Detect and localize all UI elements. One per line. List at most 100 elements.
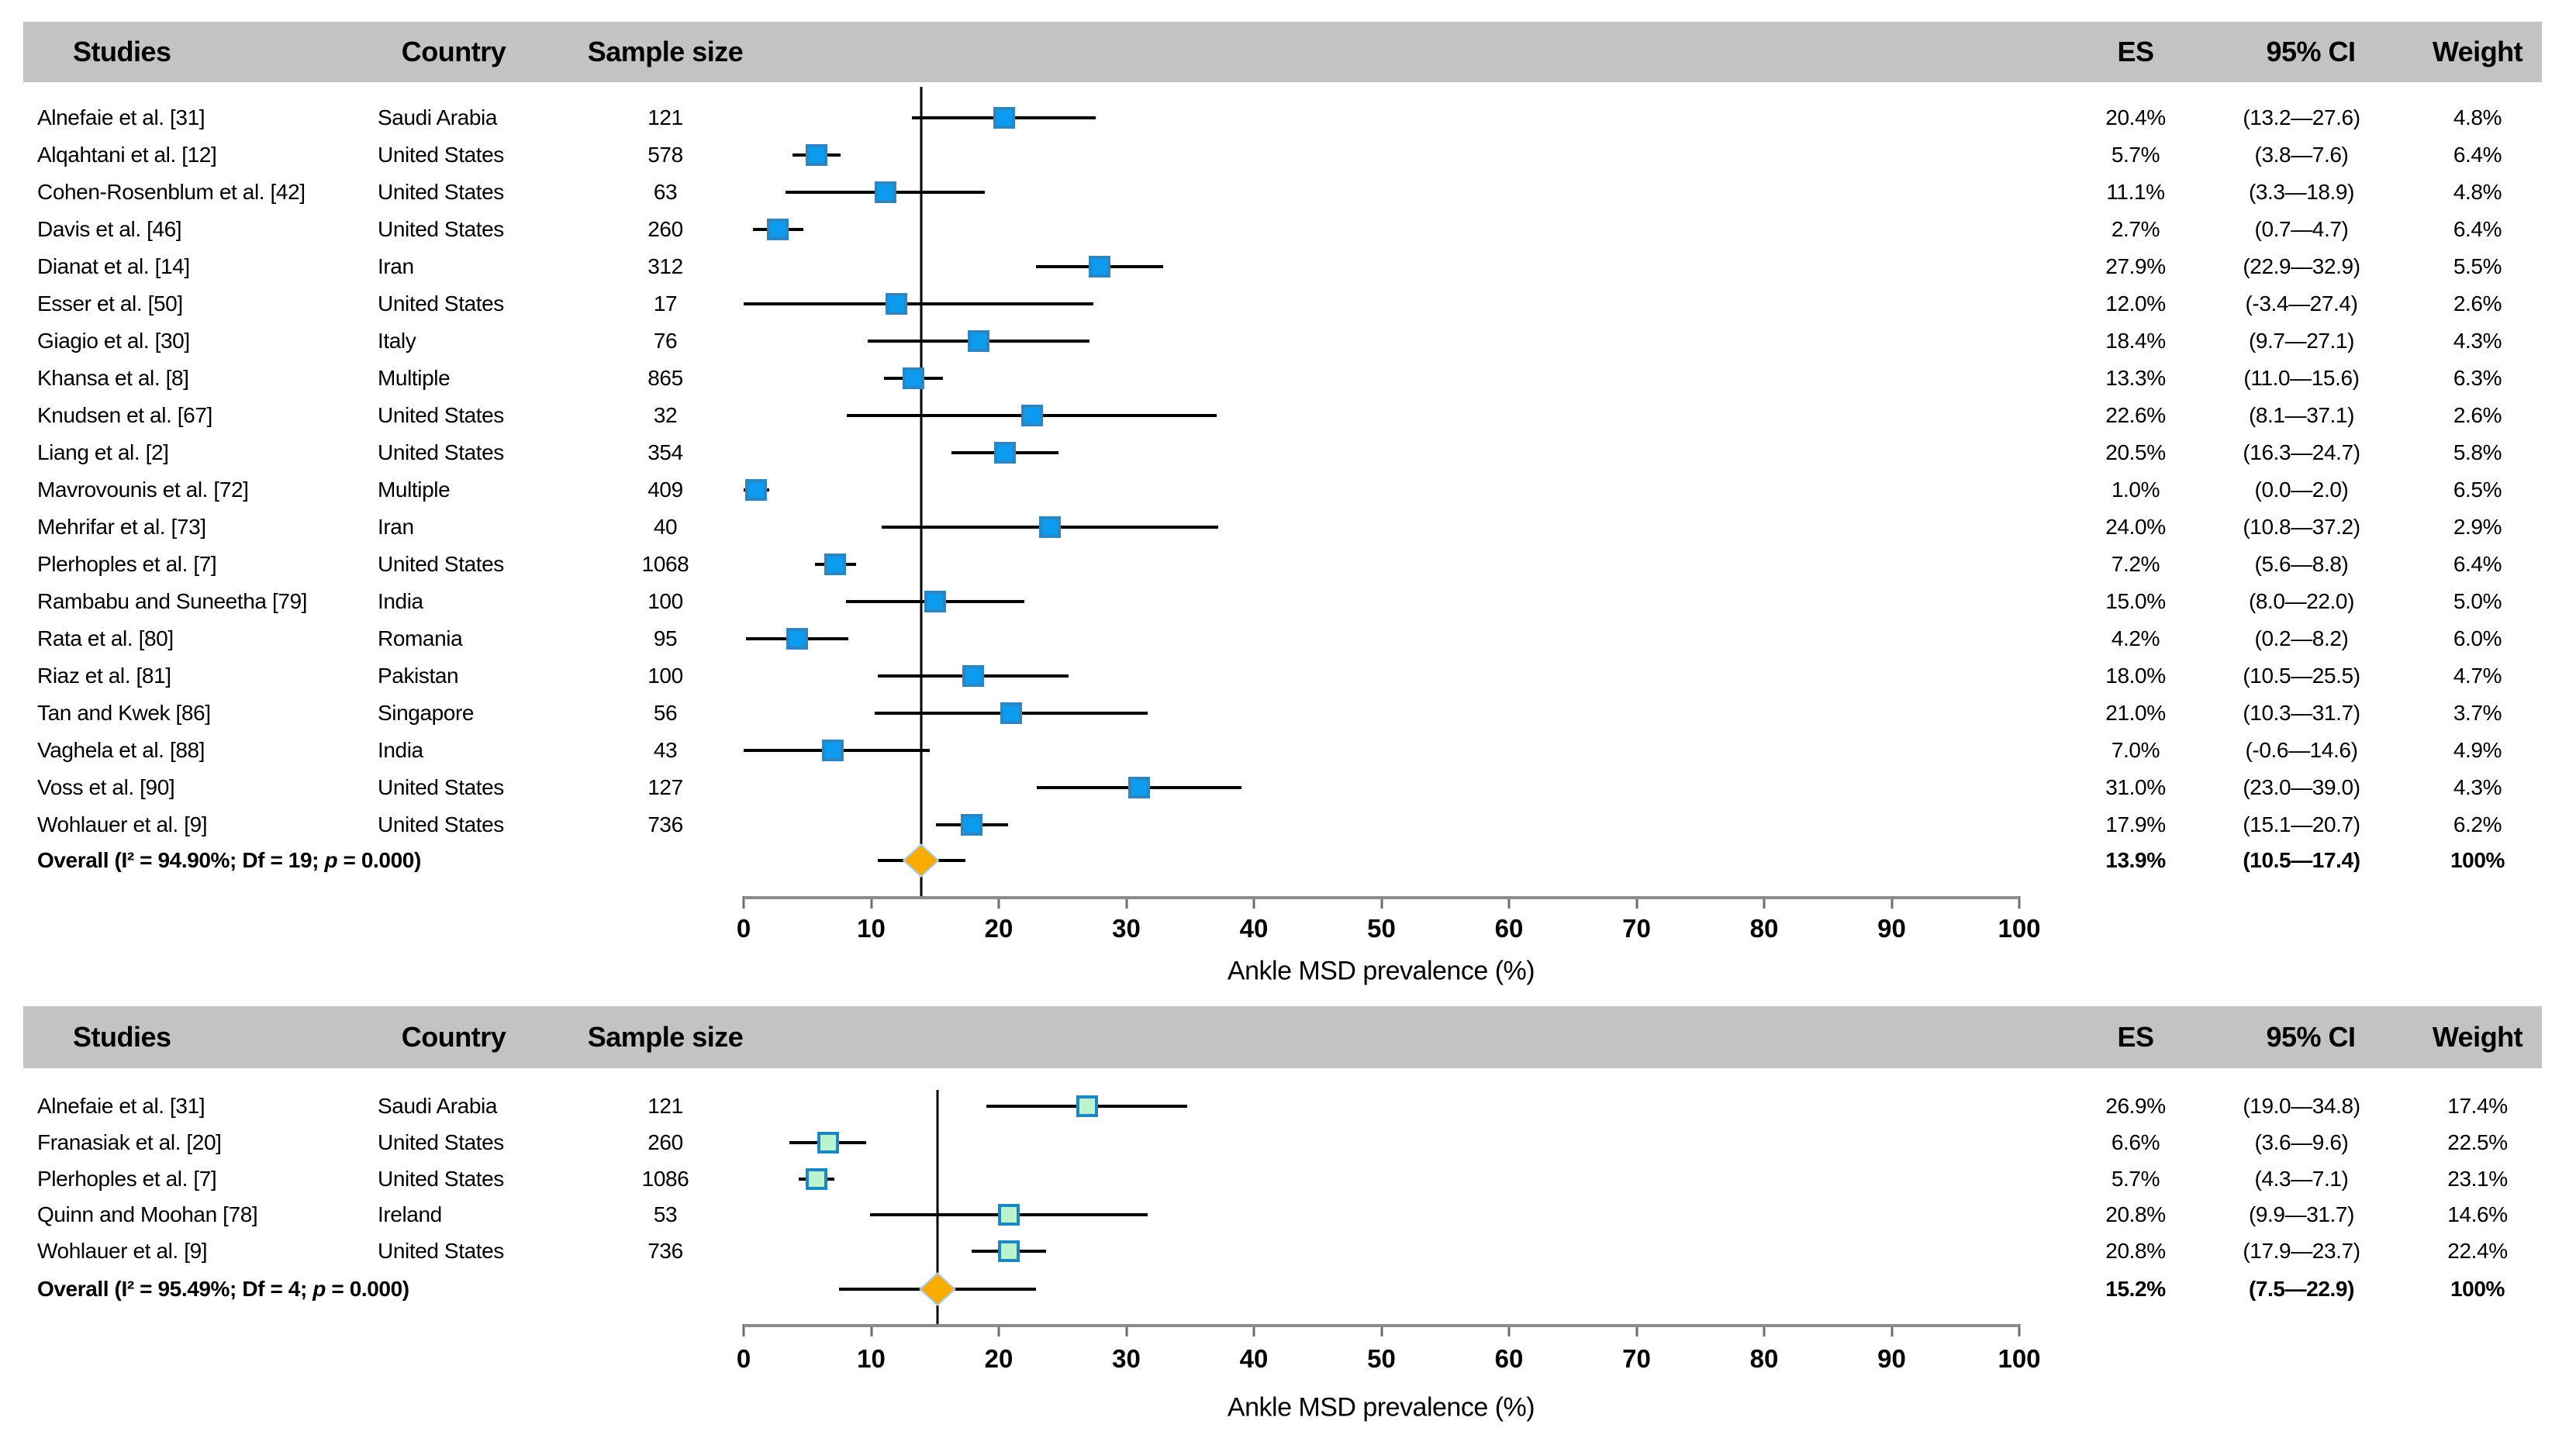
- es-value: 20.4%: [2105, 105, 2166, 129]
- weight-value: 4.3%: [2453, 775, 2502, 799]
- sample-size: 100: [647, 589, 683, 613]
- es-marker: [822, 740, 844, 761]
- ci-value: (22.9—32.9): [2243, 254, 2360, 278]
- weight-value: 5.0%: [2453, 589, 2502, 613]
- x-axis-tick-label: 0: [736, 914, 751, 943]
- es-marker: [1000, 702, 1023, 724]
- es-value: 22.6%: [2105, 403, 2166, 427]
- country: India: [378, 738, 423, 762]
- ci-value: (10.3—31.7): [2243, 701, 2360, 725]
- x-axis-tick-label: 30: [1112, 1344, 1141, 1373]
- es-marker: [961, 814, 983, 836]
- es-value: 11.1%: [2106, 180, 2165, 204]
- es-marker: [786, 628, 809, 650]
- es-marker: [998, 1240, 1020, 1263]
- study-name: Wohlauer et al. [9]: [37, 1239, 208, 1264]
- study-name: Plerhoples et al. [7]: [37, 1166, 217, 1191]
- x-axis-tick: [1380, 1324, 1383, 1336]
- x-axis-tick: [1891, 896, 1893, 909]
- sample-size: 121: [647, 105, 683, 129]
- es-value: 4.2%: [2111, 626, 2160, 650]
- es-value: 7.0%: [2111, 738, 2160, 762]
- x-axis-tick: [2018, 896, 2021, 909]
- weight-value: 6.4%: [2453, 217, 2502, 241]
- country: Saudi Arabia: [378, 1094, 497, 1118]
- overall-reference-line: [936, 1090, 939, 1324]
- ci-value: (4.3—7.1): [2254, 1166, 2349, 1191]
- overall-diamond-fill: [921, 1274, 955, 1304]
- study-name: Quinn and Moohan [78]: [37, 1202, 258, 1227]
- sample-size: 121: [647, 1094, 683, 1118]
- sample-size: 56: [653, 701, 678, 725]
- x-axis-line: [744, 896, 2019, 899]
- es-value: 17.9%: [2105, 812, 2166, 836]
- es-value: 15.2%: [2105, 1277, 2166, 1301]
- panel1-header-band: [23, 22, 2542, 82]
- x-axis-tick: [1763, 896, 1766, 909]
- es-marker: [745, 479, 768, 501]
- country: Romania: [378, 626, 463, 650]
- weight-value: 6.5%: [2453, 478, 2502, 502]
- country: United States: [378, 403, 504, 427]
- study-name: Franasiak et al. [20]: [37, 1129, 222, 1154]
- x-axis-tick-label: 40: [1239, 914, 1269, 943]
- weight-value: 3.7%: [2453, 701, 2502, 725]
- ci-value: (8.1—37.1): [2248, 403, 2355, 427]
- panel2-header-weight: Weight: [2432, 1021, 2523, 1053]
- panel1-xaxis-title: Ankle MSD prevalence (%): [1227, 956, 1535, 986]
- sample-size: 409: [647, 478, 683, 502]
- x-axis-tick-label: 100: [1998, 914, 2041, 943]
- weight-value: 22.4%: [2447, 1239, 2508, 1264]
- overall-diamond: [902, 843, 940, 878]
- x-axis-tick: [1507, 896, 1511, 909]
- x-axis-tick: [1125, 1324, 1127, 1336]
- es-value: 13.9%: [2105, 848, 2166, 872]
- es-value: 5.7%: [2111, 143, 2160, 167]
- es-value: 12.0%: [2105, 291, 2166, 316]
- country: United States: [378, 552, 504, 576]
- sample-size: 63: [653, 180, 678, 204]
- es-value: 27.9%: [2105, 254, 2166, 278]
- sample-size: 736: [647, 812, 683, 836]
- ci-value: (7.5—22.9): [2248, 1277, 2355, 1301]
- panel2-header-es: ES: [2117, 1021, 2154, 1053]
- panel1-header-studies: Studies: [73, 36, 171, 67]
- es-value: 15.0%: [2105, 589, 2166, 613]
- es-marker: [1127, 777, 1150, 798]
- es-value: 20.5%: [2105, 440, 2166, 464]
- weight-value: 4.8%: [2453, 180, 2502, 204]
- es-marker: [1076, 1095, 1098, 1117]
- es-value: 20.8%: [2105, 1239, 2166, 1264]
- country: United States: [378, 1129, 504, 1154]
- sample-size: 260: [647, 217, 683, 241]
- weight-value: 2.6%: [2453, 291, 2502, 316]
- es-marker: [874, 181, 896, 203]
- x-axis-tick: [1252, 1324, 1255, 1336]
- x-axis-tick-label: 80: [1749, 914, 1779, 943]
- es-value: 1.0%: [2111, 478, 2160, 502]
- weight-value: 4.7%: [2453, 664, 2502, 688]
- country: United States: [378, 180, 504, 204]
- x-axis-tick: [2018, 1324, 2021, 1336]
- es-value: 6.6%: [2111, 1129, 2160, 1154]
- es-value: 24.0%: [2105, 515, 2166, 539]
- x-axis-tick: [1635, 896, 1638, 909]
- panel2-header-sample-size: Sample size: [587, 1021, 744, 1053]
- es-marker: [817, 1131, 839, 1154]
- country: United States: [378, 143, 504, 167]
- sample-size: 76: [653, 329, 678, 353]
- study-name: Mehrifar et al. [73]: [37, 515, 206, 539]
- x-axis-tick: [1635, 1324, 1638, 1336]
- panel2-header-band: [23, 1006, 2542, 1068]
- ci-value: (-3.4—27.4): [2245, 291, 2358, 316]
- study-name: Wohlauer et al. [9]: [37, 812, 208, 836]
- study-name: Davis et al. [46]: [37, 217, 182, 241]
- sample-size: 312: [647, 254, 683, 278]
- ci-value: (3.6—9.6): [2254, 1129, 2349, 1154]
- es-marker: [967, 330, 989, 352]
- ci-value: (13.2—27.6): [2243, 105, 2360, 129]
- ci-value: (16.3—24.7): [2243, 440, 2360, 464]
- es-marker: [1020, 405, 1043, 426]
- ci-value: (0.0—2.0): [2254, 478, 2349, 502]
- weight-value: 6.2%: [2453, 812, 2502, 836]
